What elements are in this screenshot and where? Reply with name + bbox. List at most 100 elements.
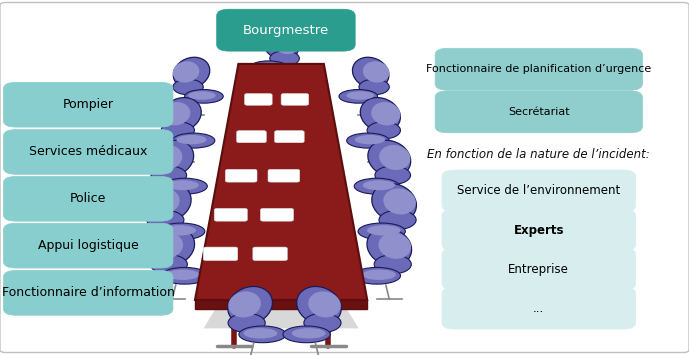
Ellipse shape: [158, 223, 205, 240]
Ellipse shape: [368, 140, 411, 177]
Ellipse shape: [359, 79, 389, 95]
Text: Bourgmestre: Bourgmestre: [243, 24, 329, 37]
Ellipse shape: [167, 180, 198, 190]
Ellipse shape: [304, 313, 341, 332]
Ellipse shape: [283, 326, 330, 343]
FancyBboxPatch shape: [225, 169, 257, 182]
Text: En fonction de la nature de l’incident:: En fonction de la nature de l’incident:: [427, 148, 650, 161]
FancyBboxPatch shape: [260, 208, 294, 221]
FancyBboxPatch shape: [442, 170, 635, 212]
FancyBboxPatch shape: [435, 48, 642, 90]
Ellipse shape: [360, 98, 400, 132]
Ellipse shape: [362, 180, 395, 190]
Ellipse shape: [161, 102, 190, 125]
Ellipse shape: [161, 98, 201, 132]
Ellipse shape: [347, 91, 374, 100]
Polygon shape: [195, 64, 367, 300]
Ellipse shape: [173, 79, 203, 95]
FancyBboxPatch shape: [281, 93, 309, 105]
Ellipse shape: [379, 145, 411, 170]
Ellipse shape: [228, 286, 272, 324]
Ellipse shape: [165, 269, 200, 280]
FancyBboxPatch shape: [3, 130, 173, 174]
Ellipse shape: [176, 135, 207, 144]
Ellipse shape: [239, 326, 286, 343]
Ellipse shape: [263, 29, 299, 60]
Ellipse shape: [374, 255, 411, 274]
Text: ...: ...: [533, 302, 544, 315]
Ellipse shape: [185, 89, 223, 103]
Ellipse shape: [258, 62, 284, 71]
FancyBboxPatch shape: [268, 169, 300, 182]
Ellipse shape: [363, 61, 389, 83]
Ellipse shape: [383, 189, 416, 214]
Text: Experts: Experts: [513, 224, 564, 236]
Text: Service de l’environnement: Service de l’environnement: [457, 185, 620, 197]
Ellipse shape: [308, 291, 341, 317]
Ellipse shape: [150, 255, 187, 274]
FancyBboxPatch shape: [3, 271, 173, 315]
FancyBboxPatch shape: [442, 287, 635, 329]
Ellipse shape: [147, 211, 184, 229]
Ellipse shape: [151, 166, 187, 184]
Ellipse shape: [375, 166, 411, 184]
Ellipse shape: [188, 91, 216, 100]
Ellipse shape: [161, 267, 208, 284]
Ellipse shape: [151, 145, 183, 170]
Text: Services médicaux: Services médicaux: [29, 146, 147, 158]
Ellipse shape: [172, 133, 215, 148]
Ellipse shape: [250, 61, 287, 74]
Ellipse shape: [358, 223, 405, 240]
FancyBboxPatch shape: [214, 208, 247, 221]
Ellipse shape: [347, 133, 389, 148]
Ellipse shape: [270, 51, 299, 66]
Ellipse shape: [367, 122, 400, 139]
FancyBboxPatch shape: [3, 176, 173, 221]
FancyBboxPatch shape: [245, 93, 272, 105]
Ellipse shape: [244, 328, 277, 339]
Text: Police: Police: [70, 192, 106, 205]
FancyBboxPatch shape: [203, 247, 238, 261]
Ellipse shape: [161, 122, 194, 139]
Polygon shape: [204, 300, 358, 328]
FancyBboxPatch shape: [435, 91, 642, 133]
Text: Fonctionnaire d’information: Fonctionnaire d’information: [2, 286, 174, 299]
Ellipse shape: [228, 291, 261, 317]
Ellipse shape: [147, 184, 191, 222]
Ellipse shape: [371, 102, 400, 125]
Ellipse shape: [150, 233, 183, 259]
Ellipse shape: [378, 233, 411, 259]
Text: Entreprise: Entreprise: [508, 263, 569, 275]
FancyBboxPatch shape: [3, 223, 173, 268]
Ellipse shape: [339, 89, 378, 103]
Ellipse shape: [379, 211, 416, 229]
Ellipse shape: [228, 313, 265, 332]
Ellipse shape: [362, 269, 395, 280]
Polygon shape: [195, 300, 367, 309]
Ellipse shape: [367, 225, 400, 236]
Ellipse shape: [162, 178, 207, 194]
FancyBboxPatch shape: [253, 247, 287, 261]
FancyBboxPatch shape: [3, 82, 173, 127]
Ellipse shape: [151, 140, 194, 177]
Text: Pompier: Pompier: [63, 98, 114, 111]
FancyBboxPatch shape: [442, 209, 635, 251]
FancyBboxPatch shape: [442, 248, 635, 290]
FancyBboxPatch shape: [237, 131, 266, 143]
Text: Fonctionnaire de planification d’urgence: Fonctionnaire de planification d’urgence: [426, 64, 651, 74]
Ellipse shape: [355, 135, 385, 144]
Ellipse shape: [372, 184, 416, 222]
FancyBboxPatch shape: [216, 9, 356, 51]
Ellipse shape: [354, 178, 400, 194]
Ellipse shape: [292, 328, 325, 339]
Ellipse shape: [274, 33, 300, 54]
Text: Appui logistique: Appui logistique: [38, 239, 138, 252]
Ellipse shape: [297, 286, 341, 324]
Ellipse shape: [150, 228, 194, 266]
Ellipse shape: [173, 61, 199, 83]
Ellipse shape: [163, 225, 196, 236]
Ellipse shape: [174, 57, 209, 88]
Ellipse shape: [353, 57, 389, 88]
FancyBboxPatch shape: [274, 131, 304, 143]
Ellipse shape: [367, 228, 411, 266]
